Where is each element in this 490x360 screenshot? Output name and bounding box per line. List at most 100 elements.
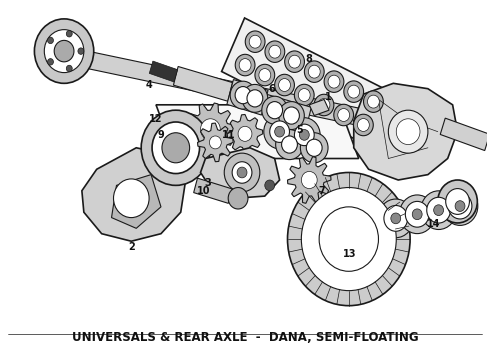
Circle shape [301, 171, 317, 189]
Text: 14: 14 [427, 219, 441, 229]
Circle shape [265, 41, 285, 62]
Text: 12: 12 [149, 114, 163, 124]
Circle shape [306, 139, 322, 156]
Text: 9: 9 [158, 130, 164, 140]
Circle shape [232, 162, 252, 183]
Circle shape [304, 61, 324, 82]
Polygon shape [347, 203, 415, 238]
Circle shape [262, 96, 288, 124]
Circle shape [48, 59, 53, 65]
Circle shape [284, 107, 299, 124]
Circle shape [44, 30, 84, 73]
Circle shape [259, 69, 271, 81]
Text: 4: 4 [146, 81, 152, 90]
Circle shape [54, 40, 74, 62]
Text: 1: 1 [325, 92, 331, 102]
Circle shape [270, 121, 290, 143]
Polygon shape [186, 103, 235, 156]
Circle shape [235, 86, 251, 104]
Circle shape [279, 78, 291, 91]
Text: 10: 10 [196, 186, 210, 196]
Circle shape [455, 201, 465, 211]
Circle shape [239, 59, 251, 72]
Circle shape [434, 205, 443, 216]
Polygon shape [309, 99, 329, 116]
Polygon shape [80, 50, 390, 131]
Circle shape [235, 54, 255, 76]
Circle shape [294, 124, 314, 146]
Circle shape [279, 102, 304, 130]
Circle shape [265, 180, 275, 191]
Polygon shape [440, 118, 490, 150]
Circle shape [344, 81, 364, 102]
Circle shape [267, 102, 283, 119]
Circle shape [275, 126, 285, 137]
Polygon shape [221, 18, 397, 149]
Circle shape [318, 99, 330, 112]
Circle shape [288, 172, 410, 306]
Circle shape [224, 153, 260, 192]
Circle shape [364, 91, 383, 112]
Circle shape [114, 179, 149, 217]
Circle shape [299, 130, 309, 140]
Circle shape [421, 191, 456, 230]
Circle shape [438, 180, 477, 223]
Circle shape [162, 133, 190, 163]
Circle shape [289, 118, 320, 152]
Circle shape [294, 84, 314, 106]
Polygon shape [197, 123, 233, 162]
Circle shape [282, 136, 297, 153]
Circle shape [264, 114, 295, 149]
Circle shape [391, 213, 401, 224]
Text: 11: 11 [221, 130, 235, 140]
Circle shape [242, 84, 268, 112]
Circle shape [275, 74, 294, 96]
Circle shape [412, 209, 422, 220]
Text: 8: 8 [306, 54, 313, 64]
Circle shape [245, 31, 265, 53]
Polygon shape [173, 67, 233, 101]
Polygon shape [227, 80, 268, 115]
Polygon shape [194, 178, 232, 203]
Polygon shape [354, 83, 458, 180]
Circle shape [399, 195, 435, 234]
Polygon shape [149, 61, 177, 82]
Circle shape [276, 130, 303, 159]
Circle shape [300, 133, 328, 163]
Text: UNIVERSALS & REAR AXLE  -  DANA, SEMI-FLOATING: UNIVERSALS & REAR AXLE - DANA, SEMI-FLOA… [72, 331, 418, 344]
Circle shape [378, 199, 414, 238]
Text: 13: 13 [343, 249, 357, 259]
Circle shape [301, 188, 396, 291]
Polygon shape [82, 148, 186, 241]
Circle shape [396, 119, 420, 145]
Circle shape [238, 126, 252, 141]
Circle shape [255, 64, 275, 86]
Circle shape [48, 37, 53, 44]
Circle shape [448, 193, 472, 219]
Text: 7: 7 [318, 186, 325, 196]
Circle shape [334, 104, 354, 126]
Circle shape [324, 71, 344, 93]
Circle shape [237, 167, 247, 178]
Circle shape [442, 187, 478, 225]
Circle shape [66, 31, 72, 37]
Circle shape [353, 114, 373, 136]
Circle shape [289, 55, 300, 68]
Circle shape [66, 65, 72, 72]
Circle shape [358, 118, 369, 131]
Circle shape [298, 89, 310, 102]
Circle shape [230, 81, 256, 109]
Circle shape [405, 201, 429, 227]
Polygon shape [200, 148, 280, 198]
Circle shape [269, 45, 281, 58]
Text: 5: 5 [296, 125, 303, 135]
Circle shape [78, 48, 84, 54]
Polygon shape [288, 157, 331, 203]
Circle shape [209, 136, 221, 149]
Circle shape [446, 189, 469, 214]
Circle shape [228, 188, 248, 209]
Circle shape [389, 110, 428, 153]
Circle shape [200, 119, 220, 140]
Polygon shape [227, 114, 263, 153]
Circle shape [319, 207, 378, 271]
